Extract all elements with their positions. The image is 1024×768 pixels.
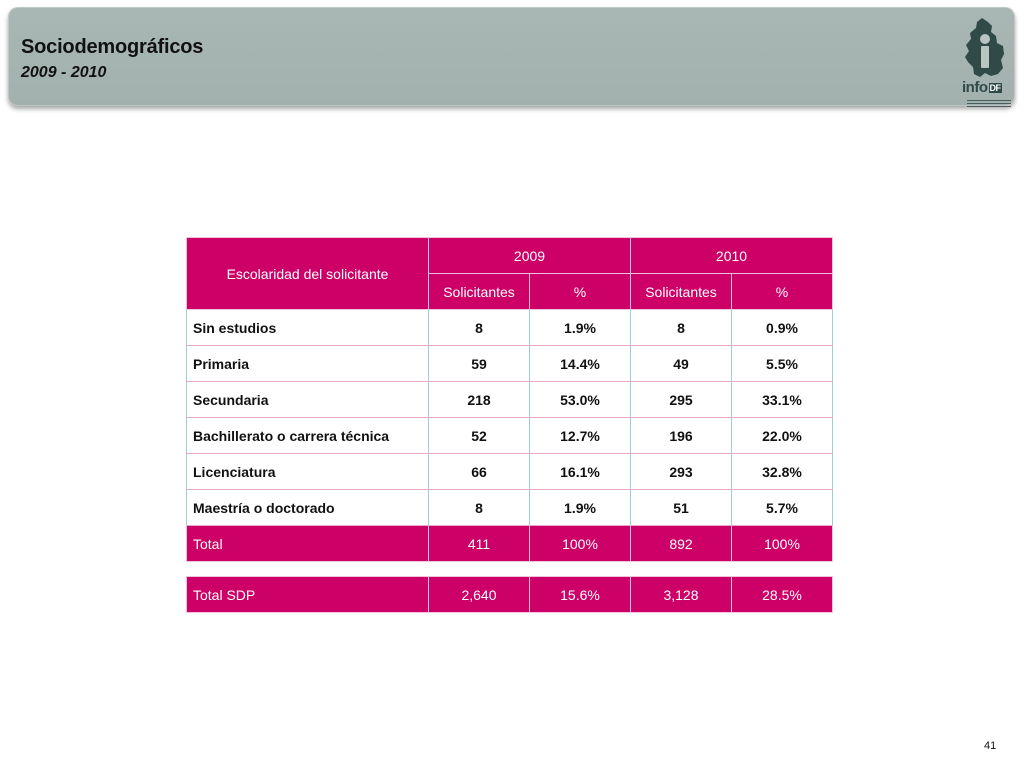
sdp-total-row: Total SDP 2,640 15.6% 3,128 28.5% — [186, 576, 833, 613]
header-banner: Sociodemográficos 2009 - 2010 info DF — [8, 7, 1015, 107]
cell-solicitantes-2009: 218 — [428, 381, 530, 418]
sdp-total-label: Total SDP — [186, 576, 429, 613]
total-percent-2009: 100% — [529, 525, 631, 562]
row-label: Primaria — [186, 345, 429, 382]
table-row: Sin estudios 8 1.9% 8 0.9% — [186, 309, 833, 346]
row-label: Secundaria — [186, 381, 429, 418]
table-row: Maestría o doctorado 8 1.9% 51 5.7% — [186, 489, 833, 526]
page-title: Sociodemográficos — [21, 36, 204, 58]
subheader-percent-2009: % — [529, 273, 631, 310]
cell-percent-2009: 1.9% — [529, 489, 631, 526]
cell-percent-2009: 12.7% — [529, 417, 631, 454]
table-row: Primaria 59 14.4% 49 5.5% — [186, 345, 833, 382]
total-solicitantes-2009: 411 — [428, 525, 530, 562]
cell-solicitantes-2009: 8 — [428, 489, 530, 526]
cell-solicitantes-2010: 196 — [630, 417, 732, 454]
table-row: Bachillerato o carrera técnica 52 12.7% … — [186, 417, 833, 454]
map-silhouette-icon — [965, 18, 1004, 77]
table-row: Licenciatura 66 16.1% 293 32.8% — [186, 453, 833, 490]
sdp-solicitantes-2010: 3,128 — [630, 576, 732, 613]
cell-solicitantes-2009: 59 — [428, 345, 530, 382]
logo-text: info — [962, 79, 988, 96]
cell-solicitantes-2009: 52 — [428, 417, 530, 454]
cell-percent-2009: 1.9% — [529, 309, 631, 346]
cell-solicitantes-2010: 293 — [630, 453, 732, 490]
sdp-solicitantes-2009: 2,640 — [428, 576, 530, 613]
logo-caption-lines — [967, 98, 1011, 109]
cell-percent-2010: 0.9% — [731, 309, 833, 346]
row-label: Bachillerato o carrera técnica — [186, 417, 429, 454]
cell-solicitantes-2009: 8 — [428, 309, 530, 346]
education-table: Escolaridad del solicitante 2009 2010 So… — [186, 237, 833, 562]
sdp-total-table: Total SDP 2,640 15.6% 3,128 28.5% — [186, 576, 833, 613]
infodf-logo: info DF — [951, 16, 1019, 111]
subheader-solicitantes-2009: Solicitantes — [428, 273, 530, 310]
subheader-percent-2010: % — [731, 273, 833, 310]
total-label: Total — [186, 525, 429, 562]
cell-solicitantes-2010: 8 — [630, 309, 732, 346]
cell-percent-2010: 22.0% — [731, 417, 833, 454]
year-header-2010: 2010 — [630, 237, 833, 274]
cell-percent-2009: 16.1% — [529, 453, 631, 490]
page-subtitle: 2009 - 2010 — [21, 64, 107, 81]
row-label: Licenciatura — [186, 453, 429, 490]
cell-percent-2010: 32.8% — [731, 453, 833, 490]
cell-percent-2010: 5.7% — [731, 489, 833, 526]
cell-percent-2009: 53.0% — [529, 381, 631, 418]
row-header-escolaridad: Escolaridad del solicitante — [186, 237, 429, 310]
total-percent-2010: 100% — [731, 525, 833, 562]
cell-solicitantes-2010: 51 — [630, 489, 732, 526]
subheader-solicitantes-2010: Solicitantes — [630, 273, 732, 310]
cell-percent-2010: 5.5% — [731, 345, 833, 382]
table-row: Secundaria 218 53.0% 295 33.1% — [186, 381, 833, 418]
sdp-percent-2009: 15.6% — [529, 576, 631, 613]
total-row: Total 411 100% 892 100% — [186, 525, 833, 562]
cell-solicitantes-2009: 66 — [428, 453, 530, 490]
cell-solicitantes-2010: 49 — [630, 345, 732, 382]
page-number: 41 — [984, 740, 997, 752]
logo-suffix: DF — [988, 83, 1002, 93]
cell-solicitantes-2010: 295 — [630, 381, 732, 418]
year-header-2009: 2009 — [428, 237, 631, 274]
sdp-percent-2010: 28.5% — [731, 576, 833, 613]
logo-wordmark: info DF — [962, 79, 1002, 96]
cell-percent-2010: 33.1% — [731, 381, 833, 418]
row-label: Maestría o doctorado — [186, 489, 429, 526]
cell-percent-2009: 14.4% — [529, 345, 631, 382]
row-label: Sin estudios — [186, 309, 429, 346]
total-solicitantes-2010: 892 — [630, 525, 732, 562]
